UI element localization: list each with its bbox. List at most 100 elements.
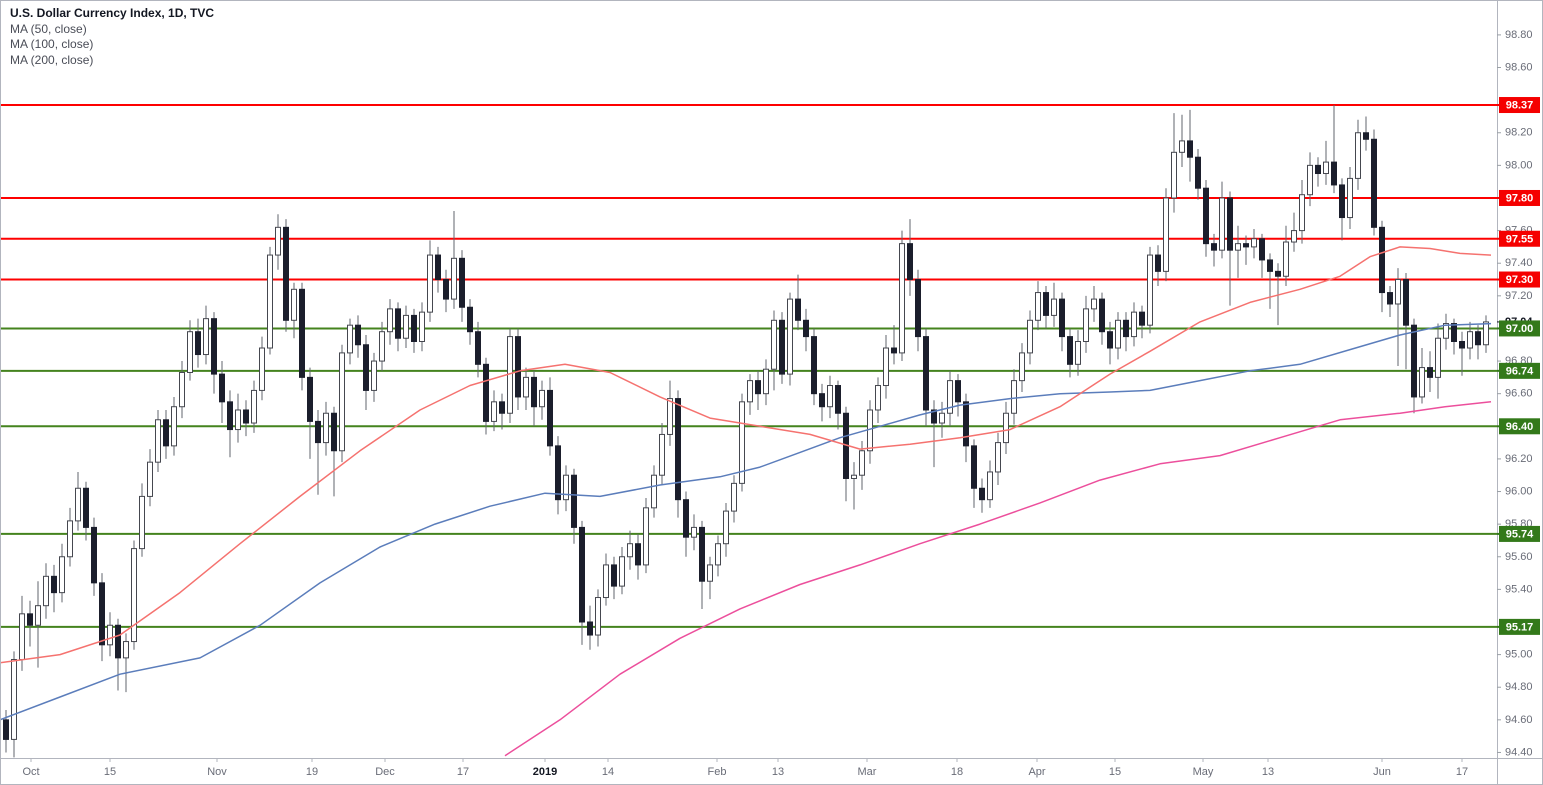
candle-down	[779, 319, 785, 375]
resistance-price-badge-98.37-label: 98.37	[1506, 100, 1534, 112]
candle-down	[819, 393, 825, 408]
candle-down	[1451, 323, 1457, 342]
candle-down	[435, 254, 441, 281]
candle-down	[1475, 331, 1481, 346]
time-tick-label-14: 14	[602, 766, 614, 778]
indicator-label-ma50[interactable]: MA (50, close)	[10, 21, 87, 36]
resistance-price-badge-98.37[interactable]	[1499, 97, 1540, 114]
candle-down	[27, 613, 33, 626]
price-axis[interactable]: 98.8098.6098.2098.0097.6097.4097.2096.80…	[1497, 29, 1533, 759]
candle-up	[763, 368, 769, 395]
time-tick-label-15: 15	[1109, 766, 1121, 778]
indicator-label-ma200[interactable]: MA (200, close)	[10, 52, 94, 67]
candle-down	[611, 564, 617, 587]
candle-down	[91, 526, 97, 584]
candle-down	[835, 385, 841, 414]
resistance-price-badge-97.55[interactable]	[1499, 230, 1540, 247]
candle-down	[355, 324, 361, 346]
candle-up	[659, 433, 665, 476]
candle-up	[251, 389, 257, 424]
candle-down	[1067, 336, 1073, 365]
candle-up	[259, 347, 265, 391]
candle-down	[683, 499, 689, 538]
candle-up	[1235, 243, 1241, 251]
candle-down	[699, 526, 705, 582]
candle-down	[891, 347, 897, 354]
candle-down	[1403, 279, 1409, 326]
candle-up	[651, 474, 657, 509]
candle-down	[1275, 270, 1281, 277]
candle-up	[179, 371, 185, 408]
ma50-line[interactable]	[0, 246, 1492, 664]
candle-up	[19, 613, 25, 660]
candle-down	[675, 398, 681, 501]
candle-down	[1211, 243, 1217, 251]
candle-up	[155, 419, 161, 463]
candle-up	[419, 311, 425, 342]
candle-up	[1019, 352, 1025, 382]
candle-up	[1435, 337, 1441, 378]
resistance-price-badge-97.80[interactable]	[1499, 189, 1540, 206]
candle-up	[1419, 367, 1425, 398]
candle-down	[515, 336, 521, 398]
candle-up	[171, 406, 177, 447]
candle-down	[579, 526, 585, 623]
time-tick-label-13: 13	[1262, 766, 1274, 778]
support-price-badge-95.17[interactable]	[1499, 618, 1540, 635]
candle-down	[531, 376, 537, 408]
candle-up	[715, 543, 721, 566]
price-tick-label: 98.20	[1505, 127, 1533, 139]
candle-down	[1243, 243, 1249, 248]
candle-up	[1075, 340, 1081, 365]
candle-up	[995, 442, 1001, 473]
candle-up	[1147, 254, 1153, 326]
support-price-badge-95.74[interactable]	[1499, 525, 1540, 542]
support-price-badge-96.40[interactable]	[1499, 418, 1540, 435]
candle-up	[1283, 241, 1289, 277]
support-price-badge-96.74[interactable]	[1499, 362, 1540, 379]
time-tick-label-Apr: Apr	[1028, 766, 1045, 778]
indicator-label-ma100[interactable]: MA (100, close)	[10, 37, 94, 51]
candle-down	[1059, 298, 1065, 338]
candle-up	[347, 324, 353, 354]
resistance-price-badge-97.30[interactable]	[1499, 271, 1540, 288]
candle-down	[1411, 324, 1417, 398]
candle-up	[275, 226, 281, 256]
support-price-badge-97.00[interactable]	[1499, 320, 1540, 337]
candle-up	[1003, 412, 1009, 444]
time-axis[interactable]: Oct 15 Nov 19 Dec 17 2019 14 Feb 13 Mar 18 Apr 15 May 1…	[22, 758, 1468, 778]
candle-down	[459, 257, 465, 308]
candle-up	[987, 471, 993, 501]
candle-down	[1099, 298, 1105, 333]
time-tick-label-Jun: Jun	[1373, 766, 1391, 778]
candle-down	[1139, 311, 1145, 326]
ma200-line[interactable]	[504, 401, 1492, 757]
candle-up	[403, 314, 409, 339]
ma100-line[interactable]	[0, 322, 1492, 721]
candle-down	[363, 344, 369, 391]
candle-down	[955, 380, 961, 403]
candle-up	[339, 352, 345, 452]
chart-legend: U.S. Dollar Currency Index, 1D, TVC MA (…	[10, 6, 214, 68]
candle-up	[1307, 164, 1313, 196]
candle-up	[1115, 319, 1121, 349]
price-tick-label: 98.00	[1505, 159, 1533, 171]
symbol-title[interactable]: U.S. Dollar Currency Index, 1D, TVC	[10, 6, 215, 20]
support-price-badge-95.17-label: 95.17	[1506, 621, 1534, 633]
candle-up	[1443, 323, 1449, 339]
candle-up	[1347, 177, 1353, 219]
candle-down	[331, 412, 337, 452]
candle-up	[1483, 321, 1489, 346]
candle-down	[307, 376, 313, 422]
price-tick-label: 96.00	[1505, 486, 1533, 498]
candle-up	[851, 474, 857, 479]
candle-down	[803, 319, 809, 338]
candle-up	[859, 450, 865, 476]
candle-down	[1187, 140, 1193, 158]
candle-up	[147, 461, 153, 497]
time-tick-label-17: 17	[457, 766, 469, 778]
price-tick-label: 95.60	[1505, 551, 1533, 563]
resistance-price-badge-97.30-label: 97.30	[1506, 274, 1534, 286]
candle-up	[67, 520, 73, 558]
